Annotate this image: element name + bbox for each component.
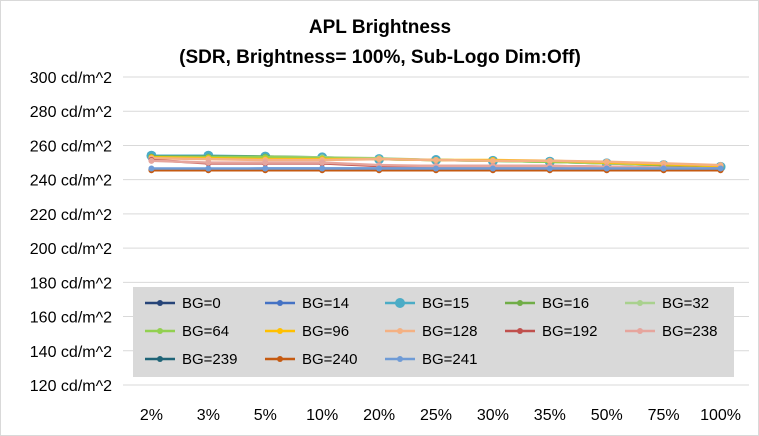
x-tick-label: 2% — [140, 407, 163, 424]
x-axis-tick-labels: 2% 3% 5% 10% 20% 25% 30% 35% 50% 75% 100% — [140, 407, 741, 424]
data-point — [433, 165, 439, 172]
legend-label: BG=14 — [302, 295, 349, 312]
legend-label: BG=15 — [422, 295, 469, 312]
legend-marker — [397, 328, 403, 334]
legend-label: BG=240 — [302, 351, 357, 368]
x-tick-label: 30% — [477, 407, 509, 424]
legend-label: BG=238 — [662, 323, 717, 340]
data-point — [148, 165, 155, 172]
x-tick-label: 3% — [197, 407, 220, 424]
data-point — [148, 157, 155, 164]
legend-item: BG=238 — [625, 323, 717, 340]
legend-label: BG=0 — [182, 295, 221, 312]
y-tick-label: 220 cd/m^2 — [30, 207, 112, 224]
x-tick-label: 50% — [591, 407, 623, 424]
legend-marker — [277, 356, 283, 362]
x-tick-label: 75% — [648, 407, 680, 424]
data-point — [660, 165, 667, 172]
legend-label: BG=239 — [182, 351, 237, 368]
data-point — [376, 165, 383, 172]
chart-title: APL Brightness — [309, 17, 451, 38]
x-tick-label: 10% — [306, 407, 338, 424]
legend-item: BG=32 — [625, 295, 709, 312]
chart-subtitle: (SDR, Brightness= 100%, Sub-Logo Dim:Off… — [179, 47, 581, 68]
legend-item: BG=14 — [265, 295, 349, 312]
data-point — [376, 156, 383, 163]
legend-marker — [517, 300, 523, 306]
y-axis-tick-labels: 120 cd/m^2 140 cd/m^2 160 cd/m^2 180 cd/m^2… — [30, 70, 112, 395]
data-point — [546, 165, 553, 172]
y-tick-label: 200 cd/m^2 — [30, 241, 112, 258]
legend-item: BG=240 — [265, 351, 357, 368]
legend-item: BG=0 — [145, 295, 221, 312]
data-point — [319, 165, 326, 172]
legend-marker — [157, 300, 163, 306]
legend-marker — [517, 328, 523, 334]
y-tick-label: 120 cd/m^2 — [30, 378, 112, 395]
data-point — [262, 159, 269, 166]
legend-marker — [157, 356, 163, 362]
data-point — [603, 158, 610, 165]
data-point — [660, 160, 667, 167]
data-point — [489, 165, 496, 172]
legend-item: BG=96 — [265, 323, 349, 340]
data-point — [205, 159, 212, 166]
x-tick-label: 20% — [363, 407, 395, 424]
legend-label: BG=192 — [542, 323, 597, 340]
legend-marker — [395, 298, 405, 308]
legend-item: BG=16 — [505, 295, 589, 312]
series-BG=241 — [148, 165, 724, 172]
data-point — [262, 165, 269, 172]
legend-marker — [637, 300, 643, 306]
y-tick-label: 260 cd/m^2 — [30, 138, 112, 155]
legend-item: BG=128 — [385, 323, 477, 340]
legend-marker — [637, 328, 643, 334]
data-point — [603, 165, 610, 172]
data-point — [319, 159, 326, 166]
legend: BG=0 BG=14 BG=15 BG=16 BG=32 BG=64 BG=96 BG=128… — [133, 287, 734, 377]
data-point — [205, 165, 212, 172]
y-tick-label: 300 cd/m^2 — [30, 70, 112, 87]
legend-marker — [277, 300, 283, 306]
legend-label: BG=128 — [422, 323, 477, 340]
x-tick-label: 35% — [534, 407, 566, 424]
y-tick-label: 240 cd/m^2 — [30, 173, 112, 190]
legend-item: BG=241 — [385, 351, 477, 368]
data-point — [433, 156, 439, 163]
legend-label: BG=16 — [542, 295, 589, 312]
legend-label: BG=241 — [422, 351, 477, 368]
data-point — [489, 157, 496, 164]
x-tick-label: 25% — [420, 407, 452, 424]
legend-marker — [397, 356, 403, 362]
legend-label: BG=64 — [182, 323, 229, 340]
data-point — [546, 157, 553, 164]
x-tick-label: 100% — [700, 407, 741, 424]
legend-label: BG=96 — [302, 323, 349, 340]
legend-marker — [157, 328, 163, 334]
x-tick-label: 5% — [254, 407, 277, 424]
y-tick-label: 180 cd/m^2 — [30, 275, 112, 292]
legend-item: BG=192 — [505, 323, 597, 340]
y-tick-label: 280 cd/m^2 — [30, 104, 112, 121]
legend-item: BG=239 — [145, 351, 237, 368]
y-tick-label: 160 cd/m^2 — [30, 310, 112, 327]
y-tick-label: 140 cd/m^2 — [30, 344, 112, 361]
legend-item: BG=64 — [145, 323, 229, 340]
legend-label: BG=32 — [662, 295, 709, 312]
data-point — [717, 165, 724, 172]
legend-item: BG=15 — [385, 295, 469, 312]
series-lines — [146, 150, 726, 174]
legend-marker — [277, 328, 283, 334]
